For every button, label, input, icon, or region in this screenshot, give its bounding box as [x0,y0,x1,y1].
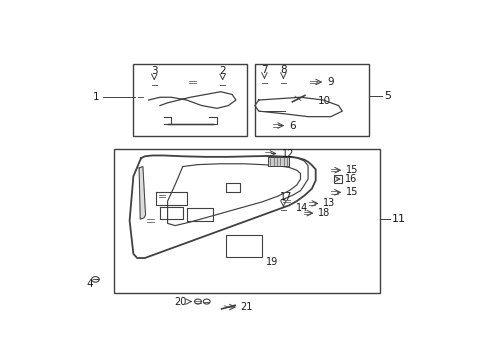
Text: 3: 3 [151,66,158,76]
Text: 2: 2 [220,66,226,76]
Text: 7: 7 [261,65,268,75]
Text: 6: 6 [289,121,296,131]
Text: 18: 18 [318,208,330,218]
Bar [255,64,369,136]
Text: 21: 21 [241,302,253,312]
Bar [334,175,342,184]
Text: 4: 4 [86,279,93,289]
Bar [115,149,380,293]
Text: 5: 5 [384,91,391,102]
Text: 15: 15 [346,165,359,175]
Bar [226,235,262,257]
Bar [133,64,247,136]
Text: 19: 19 [266,257,278,267]
Bar [268,157,289,166]
Polygon shape [139,167,146,219]
Text: 14: 14 [296,203,308,212]
Text: 12: 12 [281,149,294,158]
Text: 16: 16 [345,174,358,184]
Text: 17: 17 [280,192,292,202]
Text: 11: 11 [392,214,406,224]
Text: 9: 9 [327,77,334,87]
Text: 10: 10 [318,96,331,107]
Bar [226,183,240,192]
Text: 8: 8 [280,65,287,75]
Text: 15: 15 [346,187,359,197]
Bar [295,201,302,206]
Text: 20: 20 [174,297,187,307]
Text: 1: 1 [93,92,99,102]
Text: 13: 13 [322,198,335,208]
